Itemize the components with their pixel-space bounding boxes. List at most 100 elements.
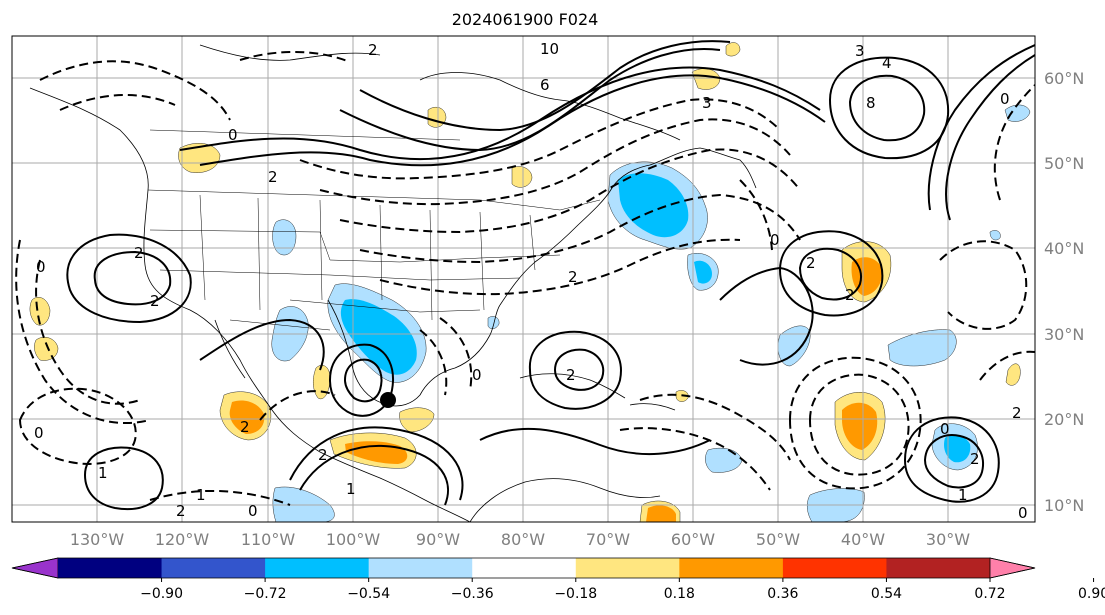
coastline-hudson-bay xyxy=(419,72,681,141)
contour-atlantic-high xyxy=(778,230,884,317)
latitude-labels: 60°N 50°N 40°N 30°N 20°N 10°N xyxy=(1044,69,1084,515)
colorbar-segment xyxy=(782,558,887,578)
coastline-north-america-west xyxy=(29,87,471,522)
colorbar-tick-label: 0.72 xyxy=(974,586,1005,602)
contour-subtropic-atlantic-1 xyxy=(808,373,910,476)
colorbar-segment xyxy=(679,558,784,578)
contour-label: 2 xyxy=(240,418,250,436)
lon-label: 120°W xyxy=(155,530,210,549)
contour-east-subtropic-dash xyxy=(979,350,1035,381)
contour-jet-3 xyxy=(339,48,721,152)
lon-label: 80°W xyxy=(501,530,545,549)
contour-label: 2 xyxy=(134,244,144,262)
colorbar-frame xyxy=(11,557,1036,579)
coastline-baja xyxy=(214,319,246,379)
contour-label: 6 xyxy=(540,76,550,94)
contour-west-coast-2 xyxy=(15,239,151,424)
lon-label: 90°W xyxy=(416,530,460,549)
contour-label: 2 xyxy=(970,450,980,468)
contour-greenland-edge xyxy=(945,54,1035,221)
colorbar-over-arrow xyxy=(989,557,1036,579)
contour-jet-4 xyxy=(359,40,731,132)
colorbar-segment xyxy=(265,558,370,578)
coastlines xyxy=(29,44,757,522)
contour-label: 3 xyxy=(702,94,712,112)
contour-mid-atlantic-high xyxy=(828,56,950,160)
contour-label: 0 xyxy=(228,126,238,144)
contour-label: 1 xyxy=(196,486,206,504)
fill-subtropic-east xyxy=(887,329,957,367)
contour-label: 2 xyxy=(150,292,160,310)
contour-arctic-dash-1 xyxy=(39,60,231,121)
fill-east-edge-warm xyxy=(1005,363,1021,386)
contour-label: 0 xyxy=(940,420,950,438)
lon-label: 70°W xyxy=(586,530,630,549)
fill-rockies xyxy=(272,219,297,256)
colorbar-tick-label: −0.90 xyxy=(140,586,183,602)
contour-east-atlantic-low-inner xyxy=(923,434,984,489)
lon-label: 110°W xyxy=(241,530,296,549)
fill-florida xyxy=(487,316,500,329)
colorbar-tick-label: 0.90 xyxy=(1078,586,1105,602)
contour-label: 8 xyxy=(866,94,876,112)
contour-west-coast-1 xyxy=(35,259,141,405)
fill-texas-blue xyxy=(340,299,417,375)
contour-atlantic-ring xyxy=(719,266,814,366)
colorbar-tick-label: −0.54 xyxy=(347,586,390,602)
colorbar-segment xyxy=(161,558,266,578)
lat-label: 20°N xyxy=(1044,410,1084,429)
contour-gulf-dash-2 xyxy=(439,317,473,391)
lon-label: 130°W xyxy=(70,530,125,549)
fill-mexico-pacific-orange xyxy=(229,400,265,434)
contour-subtropic-high xyxy=(528,330,622,410)
contour-trough-1 xyxy=(299,98,781,180)
contour-label: 10 xyxy=(540,40,559,58)
contour-arctic-dash-2 xyxy=(59,94,176,111)
contour-north-pacific-high xyxy=(66,233,192,324)
storm-center-marker xyxy=(380,392,396,408)
lat-label: 30°N xyxy=(1044,325,1084,344)
colorbar-tick-label: 0.36 xyxy=(767,586,798,602)
contour-greenland-edge-2 xyxy=(927,44,1035,211)
fill-rockies-north xyxy=(178,143,221,173)
coastline-south-america xyxy=(469,478,661,522)
fill-caribbean-east xyxy=(705,447,743,473)
contour-east-atlantic-dash xyxy=(939,240,1028,330)
contour-mid-atlantic-high-inner xyxy=(848,74,926,142)
fill-south-america-orange xyxy=(646,505,676,522)
contour-label: 2 xyxy=(566,366,576,384)
contour-central-america-2 xyxy=(299,444,449,506)
contour-label: 3 xyxy=(855,42,865,60)
coastline-hispaniola xyxy=(629,403,676,411)
contour-caribbean-dash xyxy=(639,393,791,461)
negative-anomaly-fills xyxy=(271,104,1031,522)
contour-atlantic-north-dash xyxy=(739,179,773,251)
fill-labrador xyxy=(511,166,533,188)
lat-label: 10°N xyxy=(1044,496,1084,515)
contour-pacific-low xyxy=(18,387,137,465)
contour-trough-2 xyxy=(319,118,791,206)
contour-caribbean xyxy=(479,427,711,455)
contour-gulf-dash-1 xyxy=(419,329,448,396)
lon-label: 40°W xyxy=(841,530,885,549)
contour-north-pacific-high-inner xyxy=(93,250,172,306)
fill-pacific-nw xyxy=(29,297,51,326)
coastline-canadian-arctic xyxy=(199,44,381,61)
fill-mexico-coast xyxy=(313,365,331,400)
contour-label: 2 xyxy=(845,286,855,304)
contour-trough-5 xyxy=(379,238,741,296)
fill-east-edge xyxy=(989,230,1001,241)
lon-label: 100°W xyxy=(326,530,381,549)
contour-label: 2 xyxy=(176,502,186,520)
fill-greenland-west xyxy=(725,42,741,57)
contour-label: 1 xyxy=(346,480,356,498)
contour-label: 2 xyxy=(268,168,278,186)
lat-label: 60°N xyxy=(1044,69,1084,88)
contour-central-america-1 xyxy=(289,426,464,501)
contour-south-pacific-dash xyxy=(149,489,291,506)
contour-labels: 2 0 6 10 3 4 8 2 0 0 2 2 2 2 2 0 2 1 2 3… xyxy=(34,40,1028,522)
lon-label: 60°W xyxy=(671,530,715,549)
contour-trough-4 xyxy=(359,193,801,264)
fill-atlantic-northeast xyxy=(1004,104,1031,122)
